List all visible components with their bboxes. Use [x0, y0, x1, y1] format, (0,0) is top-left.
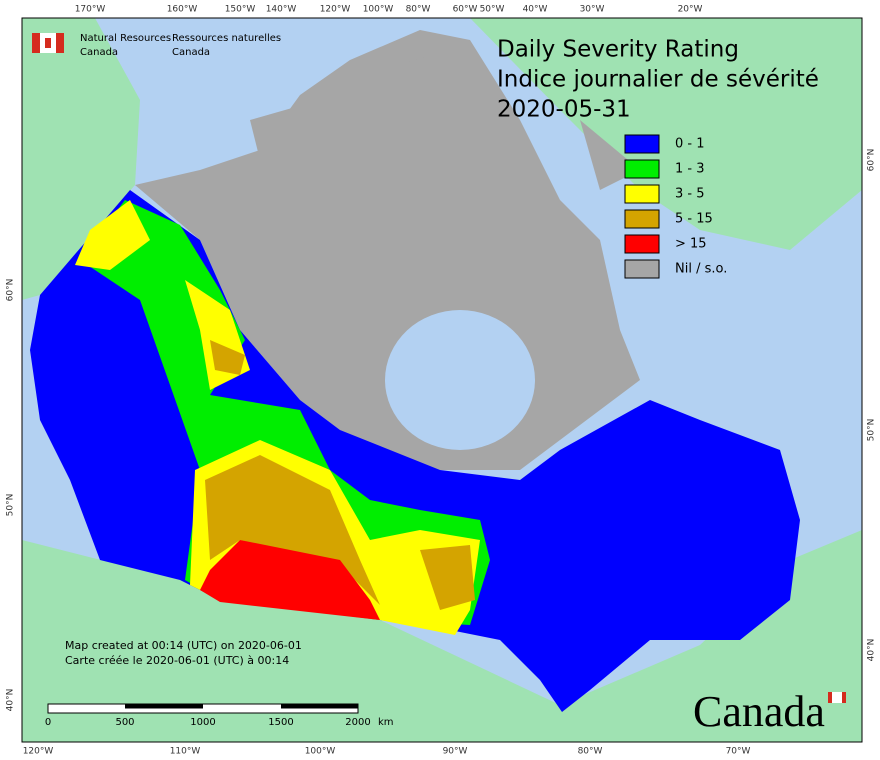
- lon-label: 90°W: [443, 747, 468, 757]
- lon-label: 70°W: [726, 747, 751, 757]
- lon-label: 120°W: [320, 5, 351, 15]
- scale-label: 1500: [268, 717, 293, 728]
- lon-label: 150°W: [225, 5, 256, 15]
- legend-swatch: [624, 184, 660, 204]
- usa: [22, 530, 862, 742]
- scale-label: 1000: [190, 717, 215, 728]
- title: Daily Severity Rating: [497, 37, 739, 63]
- legend-label: Nil / s.o.: [675, 262, 727, 277]
- lon-label: 80°W: [578, 747, 603, 757]
- legend-label: 5 - 15: [675, 212, 713, 227]
- title: Indice journalier de sévérité: [497, 67, 819, 93]
- lat-label: 40°N: [6, 689, 16, 712]
- org-fr: Canada: [172, 47, 210, 58]
- org-en: Canada: [80, 47, 118, 58]
- scale-bar-segment: [125, 704, 203, 709]
- lat-label: 50°N: [867, 419, 877, 442]
- dsr-gt-15: [200, 540, 380, 620]
- lat-label: 50°N: [6, 494, 16, 517]
- legend-swatch: [624, 259, 660, 279]
- legend-label: 1 - 3: [675, 162, 705, 177]
- org-fr: Ressources naturelles: [172, 33, 281, 44]
- lon-label: 170°W: [75, 5, 106, 15]
- hudson-bay: [385, 310, 535, 450]
- scale-label: 500: [115, 717, 134, 728]
- lon-label: 120°W: [23, 747, 54, 757]
- legend-label: 3 - 5: [675, 187, 705, 202]
- legend-label: 0 - 1: [675, 137, 705, 152]
- scale-label: 0: [45, 717, 51, 728]
- lon-label: 110°W: [170, 747, 201, 757]
- scale-bar-segment: [281, 704, 358, 709]
- lon-label: 40°W: [523, 5, 548, 15]
- legend-swatch: [624, 134, 660, 154]
- wordmark-flag: [832, 692, 842, 703]
- lat-label: 60°N: [6, 279, 16, 302]
- lat-label: 60°N: [867, 149, 877, 172]
- title: 2020-05-31: [497, 97, 631, 123]
- lon-label: 60°W: [453, 5, 478, 15]
- lat-label: 40°N: [867, 639, 877, 662]
- dsr-5-15: [205, 455, 380, 605]
- scale-label: 2000: [345, 717, 370, 728]
- dsr-5-15: [420, 545, 475, 610]
- scale-unit: km: [378, 717, 394, 728]
- lon-label: 140°W: [266, 5, 297, 15]
- lon-label: 50°W: [480, 5, 505, 15]
- dsr-5-15: [210, 340, 245, 375]
- greenland: [470, 18, 862, 250]
- legend-swatch: [624, 159, 660, 179]
- dsr-1-3: [80, 200, 490, 625]
- lon-label: 20°W: [678, 5, 703, 15]
- frame: [21, 17, 863, 743]
- wordmark: Canada: [693, 687, 825, 736]
- lon-label: 100°W: [305, 747, 336, 757]
- lon-label: 160°W: [167, 5, 198, 15]
- lon-label: 100°W: [363, 5, 394, 15]
- legend-swatch: [624, 209, 660, 229]
- dsr-3-5: [75, 200, 150, 270]
- arctic-islands: [250, 50, 640, 220]
- legend-swatch: [624, 234, 660, 254]
- lon-label: 30°W: [580, 5, 605, 15]
- lon-label: 80°W: [406, 5, 431, 15]
- note: Map created at 00:14 (UTC) on 2020-06-01: [65, 639, 302, 652]
- flag-band: [32, 33, 40, 53]
- note: Carte créée le 2020-06-01 (UTC) à 00:14: [65, 654, 289, 667]
- org-en: Natural Resources: [80, 33, 171, 44]
- alaska: [22, 18, 140, 300]
- legend-label: > 15: [675, 237, 707, 252]
- flag-leaf: [45, 38, 51, 48]
- flag-band: [56, 33, 64, 53]
